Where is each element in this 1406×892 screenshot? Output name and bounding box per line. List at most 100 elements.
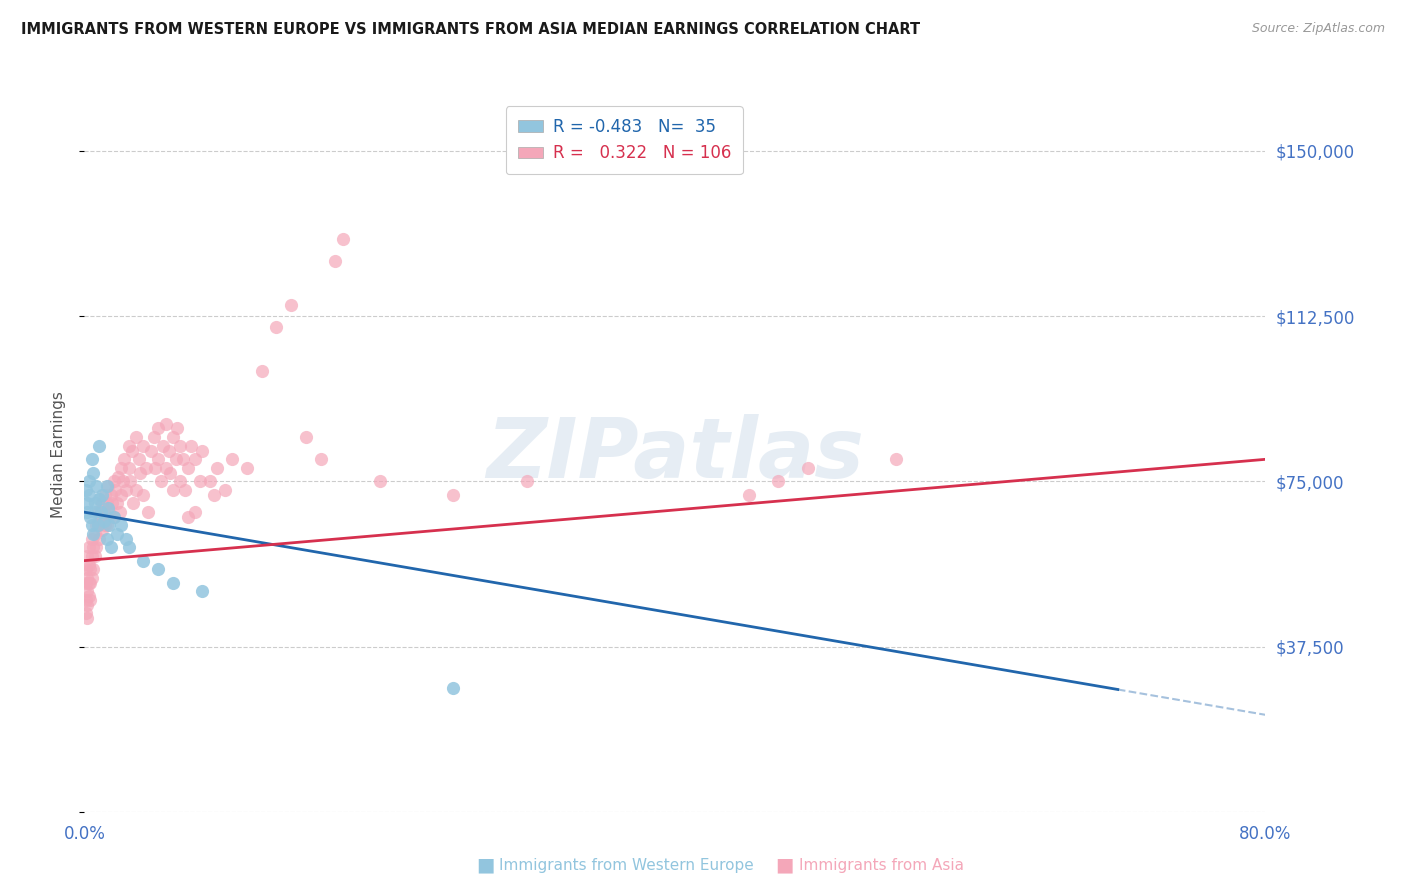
Point [76, 571, 98, 585]
Point [84, 541, 107, 555]
Point [76, 505, 98, 519]
Point [105, 527, 128, 541]
Point [75, 562, 97, 576]
Legend: R = -0.483   N=  35, R =   0.322   N = 106: R = -0.483 N= 35, R = 0.322 N = 106 [506, 106, 742, 174]
Point [98, 518, 121, 533]
Point [108, 505, 131, 519]
Point [142, 430, 165, 444]
Point [84, 479, 107, 493]
Point [120, 475, 142, 489]
Point [77, 589, 100, 603]
Text: Immigrants from Asia: Immigrants from Asia [799, 858, 963, 872]
Point [139, 443, 162, 458]
Point [77, 487, 100, 501]
Point [94, 518, 117, 533]
Point [177, 461, 200, 475]
Point [155, 461, 177, 475]
Point [90, 509, 112, 524]
Point [172, 452, 194, 467]
Point [796, 461, 818, 475]
Point [177, 509, 200, 524]
Point [107, 470, 129, 484]
Point [295, 430, 318, 444]
Point [103, 509, 125, 524]
Point [98, 505, 121, 519]
Point [79, 562, 101, 576]
Point [104, 483, 127, 498]
Point [132, 554, 155, 568]
Point [103, 475, 125, 489]
Point [738, 487, 761, 501]
Point [169, 475, 191, 489]
Point [264, 320, 288, 334]
Point [86, 505, 108, 519]
Point [80, 571, 103, 585]
Point [180, 439, 202, 453]
Point [83, 527, 105, 541]
Point [125, 430, 148, 444]
Point [152, 439, 174, 453]
Point [101, 496, 124, 510]
Point [75, 483, 97, 498]
Point [191, 443, 214, 458]
Point [83, 496, 105, 510]
Point [118, 461, 141, 475]
Text: ■: ■ [475, 855, 495, 875]
Point [148, 452, 170, 467]
Point [118, 439, 141, 453]
Point [157, 443, 180, 458]
Point [441, 681, 464, 696]
Text: Source: ZipAtlas.com: Source: ZipAtlas.com [1251, 22, 1385, 36]
Point [136, 505, 159, 519]
Point [114, 532, 136, 546]
Point [166, 421, 188, 435]
Point [77, 541, 100, 555]
Point [75, 575, 97, 590]
Point [90, 505, 112, 519]
Point [86, 518, 108, 533]
Text: ZIPatlas: ZIPatlas [486, 415, 863, 495]
Point [148, 421, 170, 435]
Point [143, 461, 166, 475]
Text: IMMIGRANTS FROM WESTERN EUROPE VS IMMIGRANTS FROM ASIA MEDIAN EARNINGS CORRELATI: IMMIGRANTS FROM WESTERN EUROPE VS IMMIGR… [21, 22, 920, 37]
Y-axis label: Median Earnings: Median Earnings [51, 392, 66, 518]
Point [323, 254, 347, 268]
Point [80, 518, 103, 533]
Point [82, 562, 104, 576]
Point [191, 584, 214, 599]
Point [80, 549, 103, 564]
Point [77, 575, 100, 590]
Point [125, 483, 148, 498]
Point [768, 475, 790, 489]
Point [162, 575, 184, 590]
Point [111, 475, 134, 489]
Point [114, 483, 136, 498]
Point [103, 509, 125, 524]
Point [236, 461, 259, 475]
Point [110, 461, 132, 475]
Point [132, 439, 155, 453]
Point [165, 452, 187, 467]
Point [280, 298, 302, 312]
Point [82, 466, 104, 480]
Point [441, 487, 464, 501]
Point [96, 518, 118, 533]
Point [128, 452, 150, 467]
Text: Immigrants from Western Europe: Immigrants from Western Europe [499, 858, 754, 872]
Point [83, 549, 105, 564]
Point [118, 541, 141, 555]
Point [84, 518, 107, 533]
Point [89, 491, 111, 506]
Point [91, 487, 114, 501]
Point [135, 461, 157, 475]
Point [188, 475, 211, 489]
Point [173, 483, 195, 498]
Point [89, 532, 111, 546]
Point [97, 500, 120, 515]
Text: ■: ■ [775, 855, 794, 875]
Point [93, 505, 115, 519]
Point [184, 452, 207, 467]
Point [96, 496, 118, 510]
Point [76, 496, 98, 510]
Point [198, 475, 221, 489]
